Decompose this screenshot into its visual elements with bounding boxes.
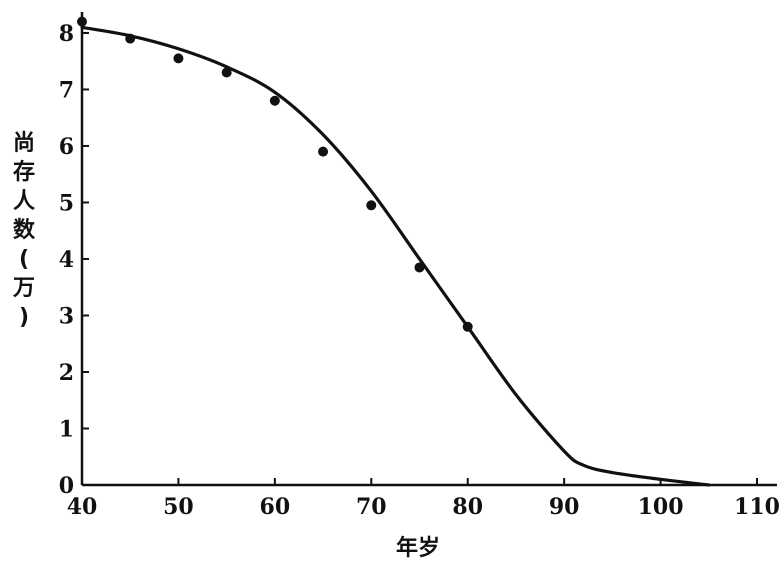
x-ticks: 40 50 60 70 80 90 100 110 — [67, 478, 780, 520]
y-tick-label-8: 8 — [59, 21, 74, 47]
y-tick-label-1: 1 — [59, 416, 74, 442]
data-point-80 — [462, 321, 473, 332]
axes — [80, 12, 777, 487]
y-ticks: 0 1 2 3 4 5 6 7 8 — [59, 21, 89, 499]
data-point-45 — [125, 33, 136, 44]
data-point-65 — [318, 146, 329, 157]
data-point-40 — [77, 16, 87, 27]
y-axis-title: 尚存人数(万) — [12, 131, 36, 330]
x-tick-label-50: 50 — [163, 494, 194, 520]
x-tick-label-60: 60 — [260, 494, 291, 520]
data-point-50 — [173, 53, 184, 64]
x-axis-title: 年岁 — [396, 535, 440, 561]
x-tick-label-40: 40 — [67, 494, 98, 520]
data-point-75 — [414, 262, 425, 273]
x-tick-label-110: 110 — [734, 494, 780, 520]
y-tick-label-6: 6 — [59, 134, 74, 160]
y-tick-label-7: 7 — [59, 77, 74, 103]
x-tick-label-100: 100 — [638, 494, 684, 520]
y-tick-label-5: 5 — [59, 190, 74, 216]
y-tick-label-2: 2 — [59, 360, 74, 386]
data-point-60 — [269, 95, 280, 106]
fitted-curve — [80, 25, 711, 487]
data-points — [77, 16, 473, 332]
y-tick-label-3: 3 — [59, 303, 74, 329]
x-tick-label-90: 90 — [549, 494, 580, 520]
y-tick-label-0: 0 — [59, 473, 74, 499]
y-tick-label-4: 4 — [59, 247, 74, 273]
x-tick-label-70: 70 — [356, 494, 387, 520]
x-tick-label-80: 80 — [452, 494, 483, 520]
data-point-55 — [221, 67, 232, 78]
data-point-70 — [366, 200, 377, 211]
